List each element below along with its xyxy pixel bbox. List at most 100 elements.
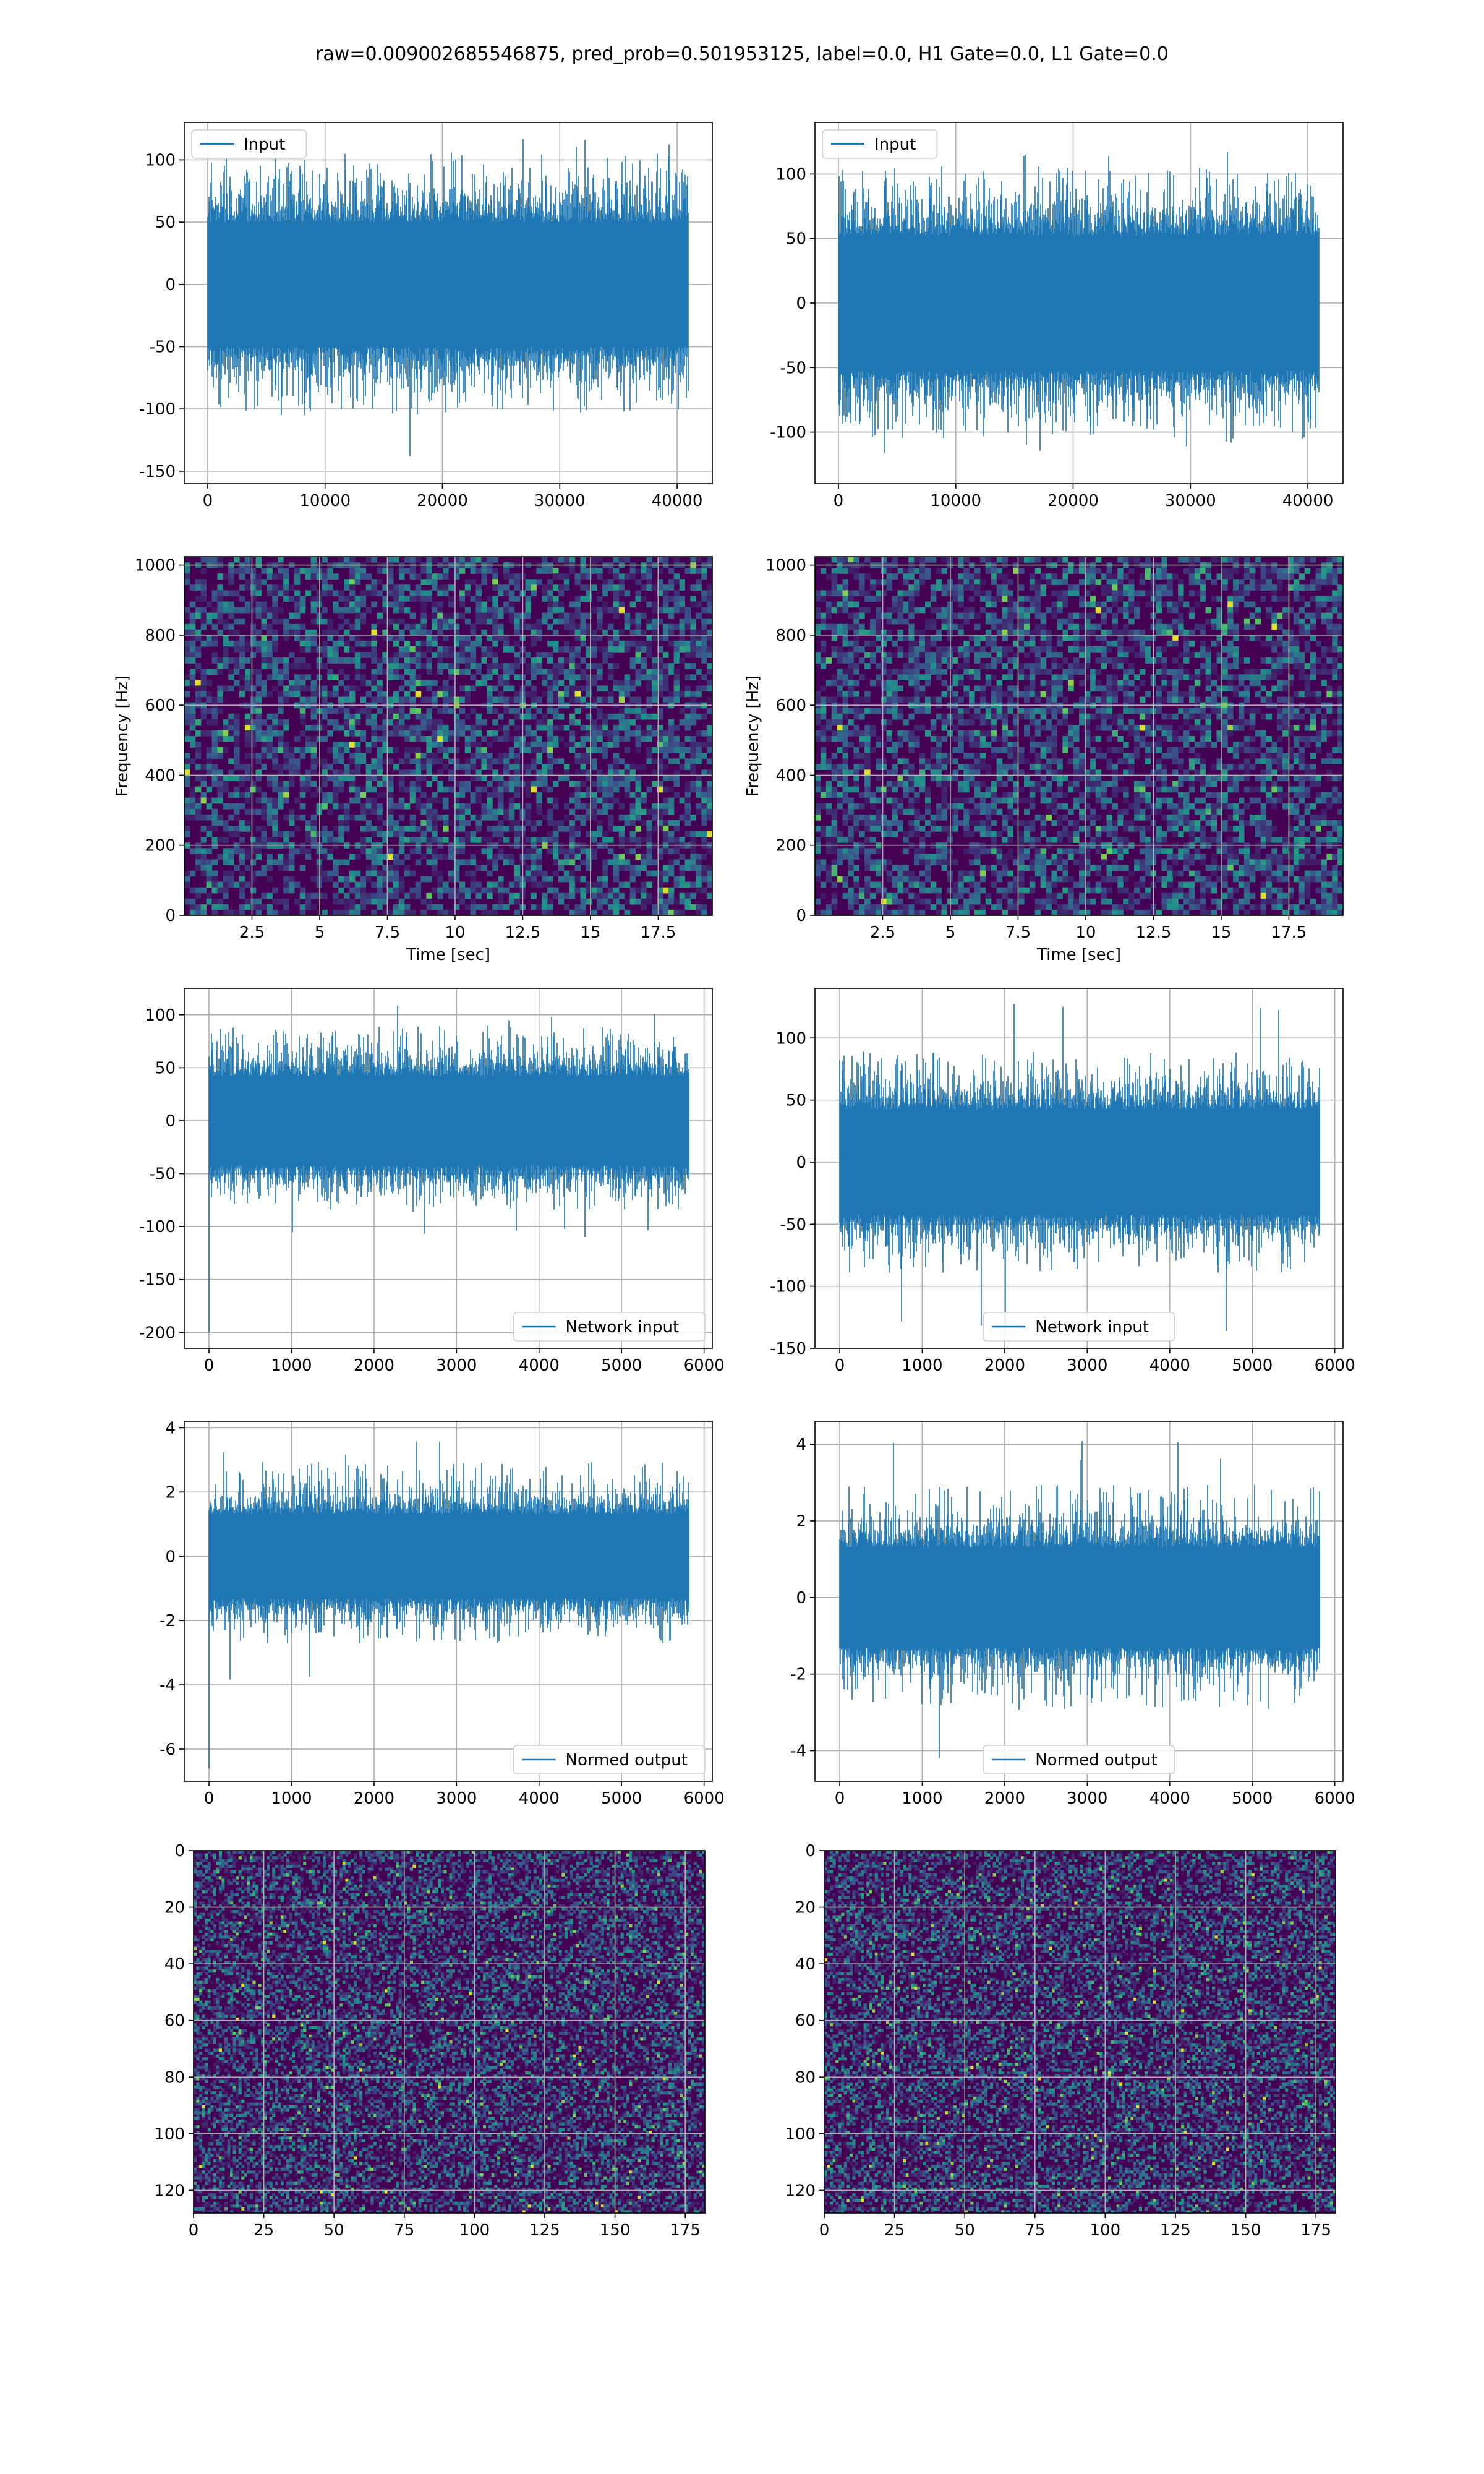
heatmap-cell [223,719,229,726]
heatmap-cell [250,573,257,580]
heatmap-cell [925,652,931,658]
heatmap-cell [503,663,510,669]
heatmap-cell [859,573,865,580]
heatmap-cell [262,747,268,753]
heatmap-cell [531,697,537,703]
heatmap-cell [448,854,454,860]
heatmap-cell [1261,584,1267,591]
heatmap-cell [355,888,361,894]
heatmap-cell [195,815,202,821]
heatmap-cell [250,624,257,630]
heatmap-cell [685,663,691,669]
heatmap-cell [465,781,471,787]
heatmap-cell [547,787,553,793]
heatmap-cell [646,837,652,843]
heatmap-cell [338,596,344,602]
heatmap-cell [245,753,251,759]
heatmap-cell [526,742,532,748]
heatmap-cell [272,764,278,770]
heatmap-cell [931,607,937,614]
heatmap-cell [223,725,229,731]
heatmap-cell [1112,596,1118,602]
heatmap-cell [636,669,642,675]
heatmap-cell [690,736,696,742]
heatmap-cell [311,837,317,843]
heatmap-cell [652,758,658,764]
heatmap-cell [914,674,920,680]
heatmap-cell [338,624,344,630]
heatmap-cell [853,641,859,647]
heatmap-cell [1024,618,1030,625]
heatmap-cell [311,697,317,703]
y-tick-label: 400 [145,766,176,785]
heatmap-cell [1332,624,1338,630]
heatmap-cell [1337,613,1344,619]
heatmap-cell [608,848,614,854]
heatmap-cell [278,865,284,871]
heatmap-cell [492,669,498,675]
heatmap-cell [1233,596,1239,602]
heatmap-cell [437,888,443,894]
heatmap-cell [536,809,542,815]
heatmap-cell [217,630,223,636]
heatmap-cell [1299,584,1305,591]
heatmap-cell [569,831,576,837]
heatmap-cell [1002,584,1009,591]
heatmap-cell [388,674,394,680]
heatmap-cell [821,663,827,669]
heatmap-cell [377,758,383,764]
heatmap-cell [250,579,257,585]
heatmap-cell [421,775,427,781]
heatmap-cell [1117,652,1124,658]
heatmap-cell [294,680,301,686]
heatmap-cell [289,753,295,759]
heatmap-cell [234,803,240,810]
heatmap-cell [344,618,350,625]
heatmap-cell [509,685,515,691]
heatmap-cell [366,742,372,748]
heatmap-cell [685,725,691,731]
heatmap-cell [256,714,262,720]
heatmap-cell [471,859,477,865]
heatmap-cell [476,635,482,641]
heatmap-cell [355,798,361,804]
heatmap-cell [278,557,284,563]
heatmap-cell [701,837,707,843]
heatmap-cell [680,753,686,759]
heatmap-cell [272,787,278,793]
heatmap-cell [476,596,482,602]
heatmap-cell [1007,596,1013,602]
heatmap-cell [908,652,915,658]
heatmap-cell [958,680,964,686]
heatmap-cell [1145,652,1151,658]
heatmap-cell [228,910,234,916]
heatmap-cell [278,584,284,591]
heatmap-cell [207,758,213,764]
heatmap-cell [498,624,504,630]
heatmap-cell [553,837,559,843]
heatmap-cell [432,888,438,894]
x-tick-label: 2.5 [239,923,265,942]
heatmap-cell [443,882,449,888]
heatmap-cell [696,888,702,894]
heatmap-cell [536,630,542,636]
heatmap-cell [608,579,614,585]
heatmap-cell [553,669,559,675]
heatmap-cell [443,663,449,669]
heatmap-cell [1200,669,1206,675]
heatmap-cell [630,719,636,726]
heatmap-cell [289,747,295,753]
heatmap-cell [848,674,854,680]
heatmap-cell [503,826,510,832]
y-tick-label: 0 [796,294,806,313]
heatmap-cell [322,557,328,563]
heatmap-cell [581,618,587,625]
heatmap-cell [663,787,669,793]
heatmap-cell [690,584,696,591]
heatmap-cell [437,719,443,726]
heatmap-cell [399,831,405,837]
heatmap-cell [1096,568,1102,574]
heatmap-cell [201,837,207,843]
heatmap-cell [1101,663,1107,669]
heatmap-cell [1277,669,1283,675]
